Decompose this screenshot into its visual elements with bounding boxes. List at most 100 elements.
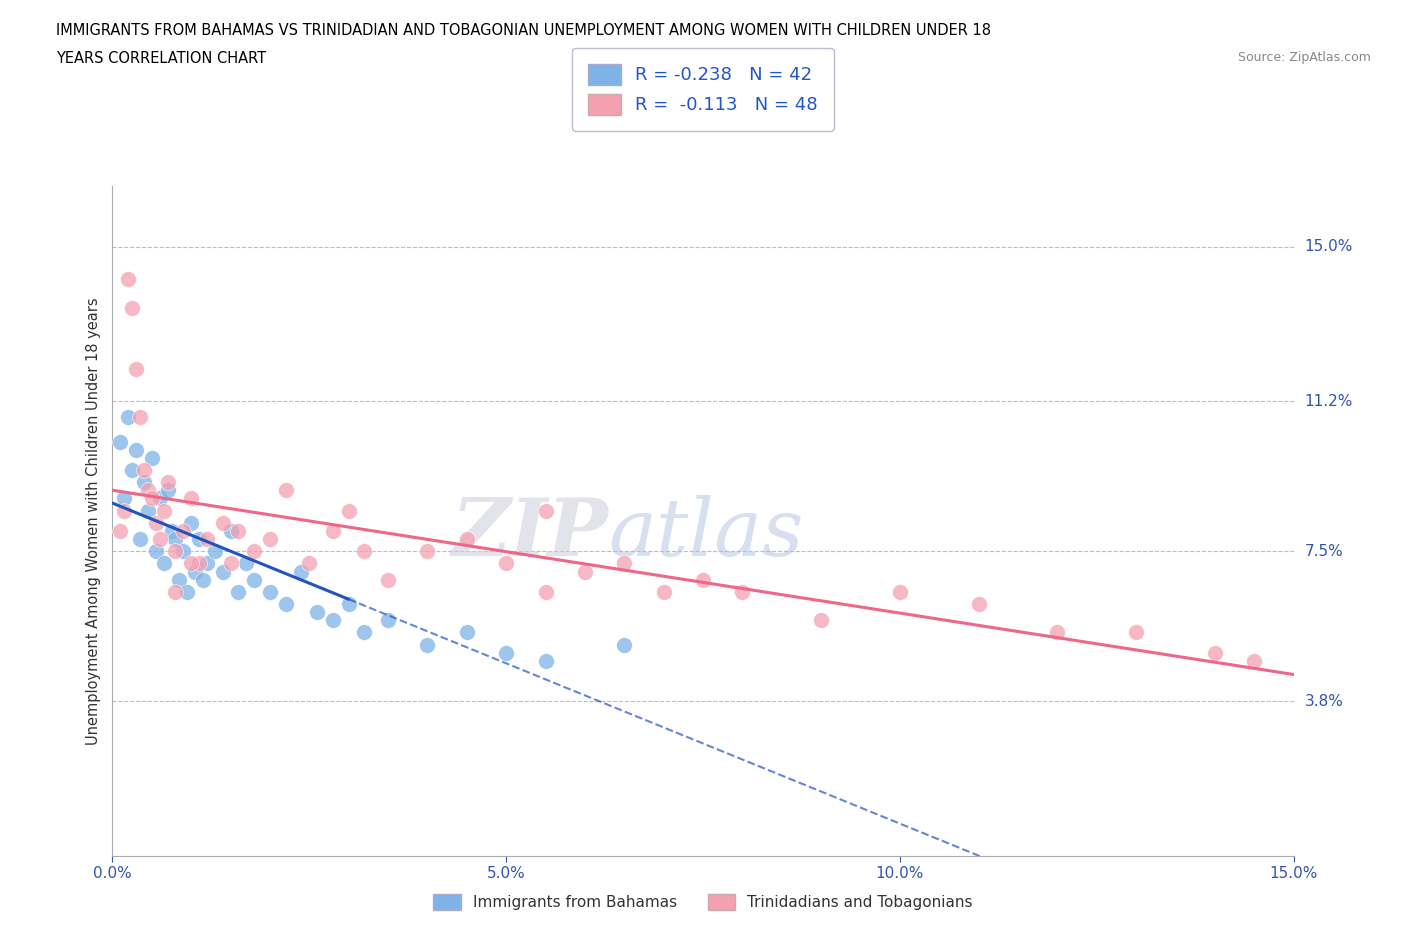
Text: ZIP: ZIP [451,496,609,573]
Y-axis label: Unemployment Among Women with Children Under 18 years: Unemployment Among Women with Children U… [86,297,101,745]
Point [110,524,132,538]
Text: 3.8%: 3.8% [1305,694,1344,709]
Point [125,443,148,458]
Point [136,483,159,498]
Point [121,300,143,315]
Point [495,645,517,660]
Point [160,524,183,538]
Legend: Immigrants from Bahamas, Trinidadians and Tobagonians: Immigrants from Bahamas, Trinidadians an… [426,886,980,918]
Point [456,625,478,640]
Point [204,544,226,559]
Text: YEARS CORRELATION CHART: YEARS CORRELATION CHART [56,51,266,66]
Point [180,556,202,571]
Point [152,503,174,518]
Point [141,450,163,465]
Point [534,584,557,599]
Point [125,361,148,376]
Point [165,544,187,559]
Point [219,556,242,571]
Point [228,584,250,599]
Point [129,532,152,547]
Text: IMMIGRANTS FROM BAHAMAS VS TRINIDADIAN AND TOBAGONIAN UNEMPLOYMENT AMONG WOMEN W: IMMIGRANTS FROM BAHAMAS VS TRINIDADIAN A… [56,23,991,38]
Point [731,584,754,599]
Point [145,515,167,530]
Point [136,503,159,518]
Point [132,475,155,490]
Point [156,475,179,490]
Point [117,272,139,286]
Text: atlas: atlas [609,496,804,573]
Text: 15.0%: 15.0% [1305,239,1353,255]
Point [1046,625,1069,640]
Point [243,544,266,559]
Point [416,544,439,559]
Point [377,572,399,587]
Point [180,515,202,530]
Point [149,532,172,547]
Text: 7.5%: 7.5% [1305,544,1343,559]
Point [176,584,198,599]
Point [967,596,990,611]
Point [219,524,242,538]
Point [810,613,832,628]
Point [1243,654,1265,669]
Point [377,613,399,628]
Point [112,503,135,518]
Point [495,556,517,571]
Point [112,491,135,506]
Point [692,572,714,587]
Point [169,572,191,587]
Point [534,503,557,518]
Point [195,556,218,571]
Point [652,584,675,599]
Point [180,491,202,506]
Point [337,503,360,518]
Point [1125,625,1147,640]
Point [534,654,557,669]
Point [322,524,344,538]
Point [165,532,187,547]
Point [117,410,139,425]
Point [307,604,329,619]
Point [129,410,152,425]
Point [243,572,266,587]
Point [188,556,211,571]
Point [141,491,163,506]
Point [322,613,344,628]
Point [211,565,233,579]
Text: Source: ZipAtlas.com: Source: ZipAtlas.com [1237,51,1371,64]
Point [353,544,375,559]
Point [613,637,636,652]
Point [152,556,174,571]
Point [172,544,194,559]
Point [456,532,478,547]
Point [132,462,155,477]
Point [195,532,218,547]
Point [121,462,143,477]
Point [259,532,281,547]
Text: 11.2%: 11.2% [1305,393,1353,408]
Point [172,524,194,538]
Legend: R = -0.238   N = 42, R =  -0.113   N = 48: R = -0.238 N = 42, R = -0.113 N = 48 [572,47,834,131]
Point [156,483,179,498]
Point [613,556,636,571]
Point [145,544,167,559]
Point [110,434,132,449]
Point [298,556,321,571]
Point [235,556,257,571]
Point [149,491,172,506]
Point [274,596,297,611]
Point [1204,645,1226,660]
Point [165,584,187,599]
Point [184,565,207,579]
Point [889,584,911,599]
Point [228,524,250,538]
Point [274,483,297,498]
Point [290,565,312,579]
Point [188,532,211,547]
Point [353,625,375,640]
Point [416,637,439,652]
Point [259,584,281,599]
Point [574,565,596,579]
Point [191,572,214,587]
